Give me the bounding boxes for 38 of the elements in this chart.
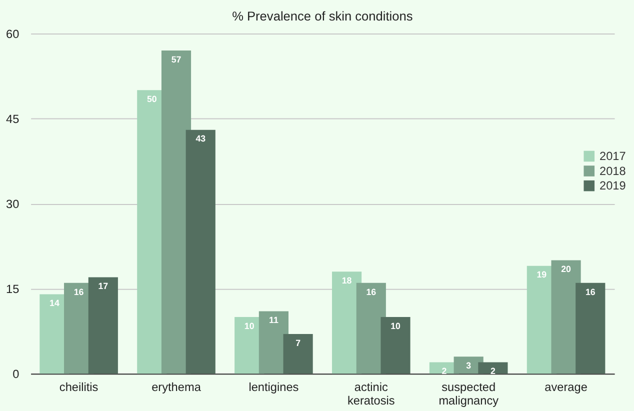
data-label: 18	[342, 275, 352, 286]
data-label: 16	[74, 286, 84, 297]
data-label: 16	[585, 286, 596, 297]
y-tick-label: 0	[12, 367, 20, 382]
legend-label: 2017	[599, 149, 626, 164]
bar	[88, 277, 118, 374]
data-label: 10	[244, 320, 254, 331]
bar	[283, 334, 313, 374]
legend-label: 2019	[599, 178, 626, 193]
data-label: 10	[390, 320, 401, 331]
data-label: 20	[561, 264, 572, 274]
data-label: 11	[269, 315, 278, 326]
data-label: 17	[98, 281, 108, 292]
bar	[186, 130, 216, 374]
x-tick-label: suspected malignancy	[438, 380, 499, 408]
bar	[478, 362, 508, 374]
y-tick-label: 45	[6, 112, 20, 126]
x-tick-label: cheilitis	[59, 380, 98, 394]
data-label: 57	[171, 54, 182, 64]
legend-label: 2018	[599, 164, 626, 178]
x-tick-label: average	[544, 380, 588, 394]
data-label: 16	[366, 286, 376, 297]
data-label: 14	[50, 298, 60, 308]
x-tick-label: actinic keratosis	[347, 380, 395, 408]
bar	[380, 316, 410, 374]
data-label: 3	[466, 360, 472, 370]
data-label: 2	[490, 366, 496, 376]
x-tick-label: lentigines	[248, 380, 299, 394]
y-tick-label: 30	[6, 196, 20, 211]
data-label: 7	[296, 338, 301, 348]
chart-title: % Prevalence of skin conditions	[232, 8, 413, 24]
data-label: 50	[146, 94, 157, 104]
x-tick-label: erythema	[152, 380, 202, 394]
y-tick-label: 60	[6, 26, 20, 41]
data-label: 19	[536, 270, 547, 280]
bar	[576, 282, 606, 374]
data-label: 43	[196, 134, 206, 144]
y-tick-label: 15	[6, 282, 20, 296]
